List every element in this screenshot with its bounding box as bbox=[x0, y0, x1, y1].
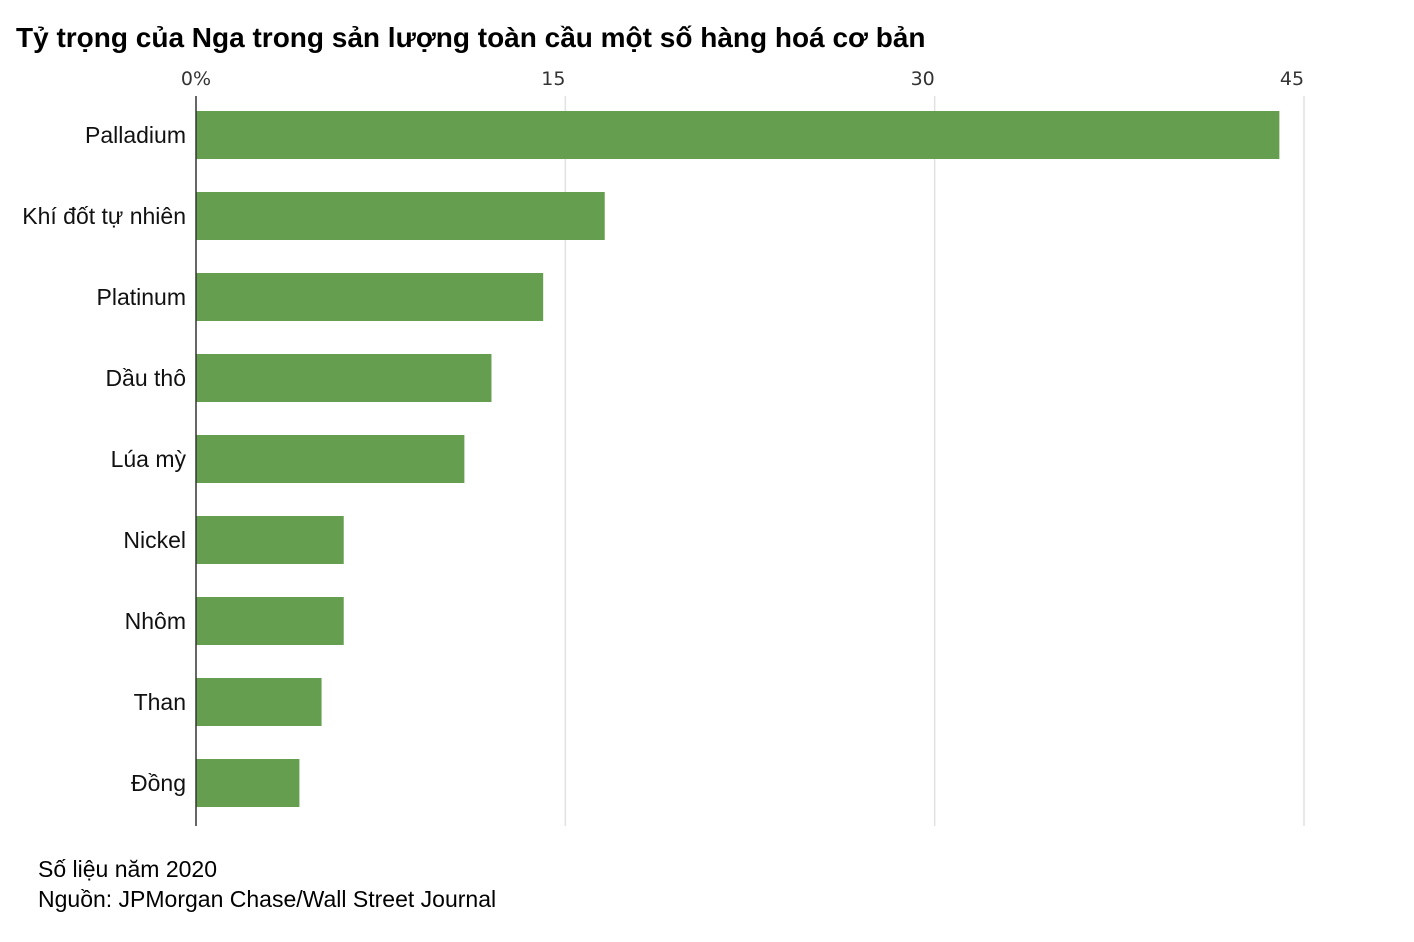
footnote-year: Số liệu năm 2020 bbox=[38, 856, 218, 882]
bar-6 bbox=[196, 597, 344, 645]
category-labels: Palladium Khí đốt tự nhiên Platinum Dầu thô… bbox=[22, 122, 186, 796]
category-label: Lúa mỳ bbox=[111, 446, 187, 472]
category-label: Nickel bbox=[123, 527, 186, 553]
category-label: Dầu thô bbox=[105, 365, 186, 391]
category-label: Platinum bbox=[97, 284, 186, 310]
bar-5 bbox=[196, 516, 344, 564]
bars bbox=[196, 111, 1280, 807]
x-tick-label: 30 bbox=[911, 68, 935, 90]
bar-8 bbox=[196, 759, 300, 807]
bar-4 bbox=[196, 435, 465, 483]
x-axis-ticks: 0% 15 30 45 bbox=[181, 68, 1304, 90]
bar-3 bbox=[196, 354, 492, 402]
x-tick-label: 15 bbox=[541, 68, 565, 90]
footnote-source: Nguồn: JPMorgan Chase/Wall Street Journa… bbox=[38, 886, 497, 912]
bar-0 bbox=[196, 111, 1280, 159]
bar-1 bbox=[196, 192, 605, 240]
bar-2 bbox=[196, 273, 544, 321]
category-label: Nhôm bbox=[125, 608, 186, 634]
category-label: Than bbox=[134, 689, 186, 715]
x-tick-label: 45 bbox=[1280, 68, 1304, 90]
category-label: Palladium bbox=[85, 122, 186, 148]
gridlines bbox=[564, 96, 1305, 826]
x-tick-label: 0% bbox=[181, 68, 211, 90]
bar-7 bbox=[196, 678, 322, 726]
chart-title: Tỷ trọng của Nga trong sản lượng toàn cầ… bbox=[16, 22, 926, 53]
category-label: Khí đốt tự nhiên bbox=[22, 203, 186, 229]
category-label: Đồng bbox=[131, 770, 186, 796]
